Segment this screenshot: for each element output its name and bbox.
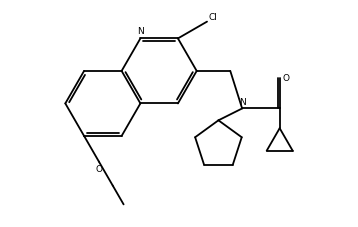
Text: O: O (283, 74, 290, 83)
Text: Cl: Cl (209, 13, 217, 22)
Text: N: N (137, 27, 144, 36)
Text: O: O (95, 164, 102, 173)
Text: N: N (239, 98, 246, 107)
